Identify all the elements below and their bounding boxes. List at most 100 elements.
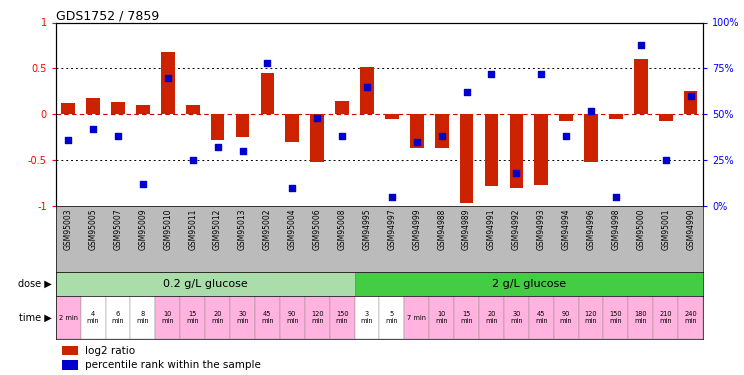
Point xyxy=(137,181,149,187)
Point xyxy=(162,75,174,81)
Bar xyxy=(385,114,399,119)
Bar xyxy=(62,346,78,355)
Bar xyxy=(230,296,255,339)
Bar xyxy=(62,360,78,370)
Point xyxy=(461,89,472,95)
Text: 2 g/L glucose: 2 g/L glucose xyxy=(492,279,566,289)
Bar xyxy=(205,296,230,339)
Text: GSM95007: GSM95007 xyxy=(114,208,123,250)
Text: GSM95005: GSM95005 xyxy=(89,208,97,250)
Text: 120
min: 120 min xyxy=(311,311,324,324)
Point xyxy=(286,185,298,191)
Bar xyxy=(211,114,225,140)
Bar xyxy=(111,102,125,114)
Bar xyxy=(305,296,330,339)
Point xyxy=(436,134,448,140)
Text: 150
min: 150 min xyxy=(336,311,348,324)
Bar xyxy=(679,296,703,339)
Point xyxy=(411,139,423,145)
Text: GSM94999: GSM94999 xyxy=(412,208,421,250)
Bar xyxy=(434,114,449,148)
Text: GSM94998: GSM94998 xyxy=(612,208,620,250)
Bar xyxy=(454,296,479,339)
Text: 20
min: 20 min xyxy=(485,311,498,324)
Bar xyxy=(186,105,199,114)
Point xyxy=(212,144,224,150)
Text: 240
min: 240 min xyxy=(684,311,697,324)
Text: 6
min: 6 min xyxy=(112,311,124,324)
Text: GSM94988: GSM94988 xyxy=(437,208,446,250)
Bar xyxy=(579,296,603,339)
Text: GSM94997: GSM94997 xyxy=(388,208,397,250)
Bar xyxy=(684,92,697,114)
Bar xyxy=(136,105,150,114)
Bar xyxy=(479,296,504,339)
Text: 150
min: 150 min xyxy=(609,311,622,324)
Text: 10
min: 10 min xyxy=(161,311,174,324)
Text: 10
min: 10 min xyxy=(435,311,448,324)
Text: GSM95004: GSM95004 xyxy=(288,208,297,250)
Point xyxy=(361,84,373,90)
Text: 30
min: 30 min xyxy=(236,311,248,324)
Text: GSM95003: GSM95003 xyxy=(64,208,73,250)
Bar xyxy=(310,114,324,162)
Bar xyxy=(534,114,548,185)
Text: 4
min: 4 min xyxy=(87,311,100,324)
Point xyxy=(261,60,273,66)
Text: GSM94994: GSM94994 xyxy=(562,208,571,250)
Bar xyxy=(653,296,679,339)
Text: 45
min: 45 min xyxy=(261,311,274,324)
Text: GSM94990: GSM94990 xyxy=(686,208,695,250)
Point xyxy=(112,134,124,140)
Text: 90
min: 90 min xyxy=(286,311,298,324)
Text: 3
min: 3 min xyxy=(361,311,373,324)
Text: GSM95008: GSM95008 xyxy=(338,208,347,250)
Text: GSM95002: GSM95002 xyxy=(263,208,272,250)
Bar xyxy=(504,296,529,339)
Text: 15
min: 15 min xyxy=(461,311,473,324)
Bar xyxy=(379,296,404,339)
Text: GSM94989: GSM94989 xyxy=(462,208,471,250)
Text: GSM95012: GSM95012 xyxy=(213,208,222,250)
Text: 90
min: 90 min xyxy=(559,311,572,324)
Text: GSM94993: GSM94993 xyxy=(536,208,546,250)
Text: log2 ratio: log2 ratio xyxy=(85,345,135,355)
Bar xyxy=(659,114,673,121)
Point xyxy=(336,134,348,140)
Text: 45
min: 45 min xyxy=(535,311,548,324)
Bar xyxy=(330,296,355,339)
Bar xyxy=(484,114,498,186)
Point xyxy=(610,194,622,200)
Bar xyxy=(180,296,205,339)
Bar xyxy=(106,296,130,339)
Text: 180
min: 180 min xyxy=(635,311,647,324)
Bar xyxy=(629,296,653,339)
Bar xyxy=(255,296,280,339)
Bar xyxy=(559,114,573,121)
Point xyxy=(62,137,74,143)
Bar xyxy=(529,296,554,339)
Point xyxy=(536,71,548,77)
Text: 7 min: 7 min xyxy=(407,315,426,321)
Bar xyxy=(510,114,523,188)
Text: 20
min: 20 min xyxy=(211,311,224,324)
Text: 15
min: 15 min xyxy=(187,311,199,324)
Bar xyxy=(56,272,355,296)
Text: GSM94996: GSM94996 xyxy=(586,208,595,250)
Text: 8
min: 8 min xyxy=(137,311,150,324)
Text: 120
min: 120 min xyxy=(585,311,597,324)
Text: GDS1752 / 7859: GDS1752 / 7859 xyxy=(56,10,159,23)
Bar xyxy=(410,114,423,148)
Text: GSM95013: GSM95013 xyxy=(238,208,247,250)
Point xyxy=(486,71,498,77)
Point xyxy=(585,108,597,114)
Bar xyxy=(236,114,249,137)
Text: percentile rank within the sample: percentile rank within the sample xyxy=(85,360,261,370)
Text: GSM95000: GSM95000 xyxy=(636,208,645,250)
Point xyxy=(660,158,672,164)
Point xyxy=(87,126,99,132)
Point xyxy=(386,194,398,200)
Text: 210
min: 210 min xyxy=(659,311,672,324)
Text: time ▶: time ▶ xyxy=(19,313,52,323)
Bar xyxy=(260,73,275,114)
